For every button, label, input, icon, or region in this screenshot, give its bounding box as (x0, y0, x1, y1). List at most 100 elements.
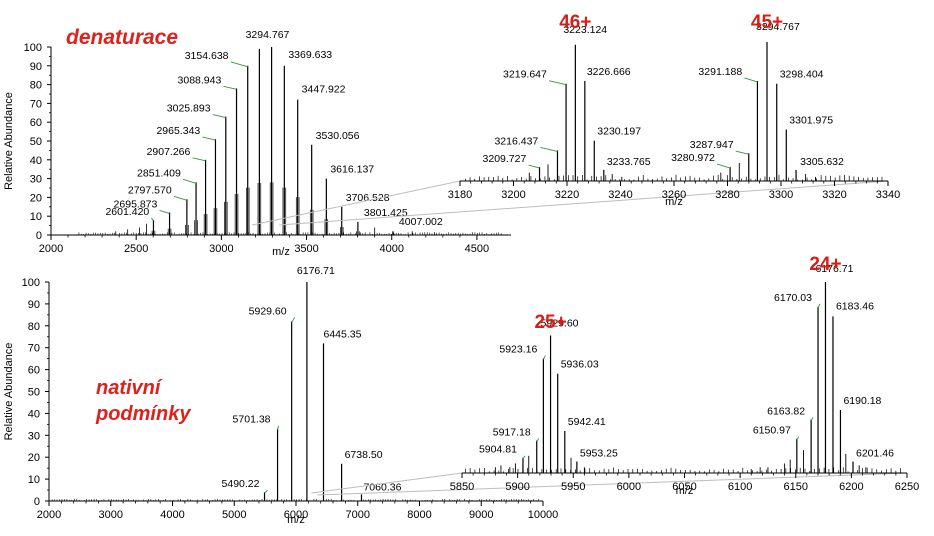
top-main-peak-leader (223, 85, 237, 90)
top-main-peak-leader (192, 157, 206, 162)
bottom-main-y-tick-label: 100 (22, 277, 40, 289)
bottom-title-line-1: nativní (96, 377, 163, 399)
bottom-main-x-tick-label: 3000 (99, 509, 123, 521)
top-main-y-axis-label: Relative Abundance (3, 92, 15, 190)
bottom-inset-peak-label: 5953.25 (580, 448, 618, 460)
bottom-main-y-tick-label: 60 (28, 365, 40, 377)
top-inset-x-tick-label: 3300 (769, 189, 793, 201)
top-inset-peaks: 3209.727 3216.437 3219.647 3223.124 3226.666… (483, 21, 844, 181)
bottom-inset-x-tick-label: 6150 (784, 481, 808, 493)
top-inset-x-tick-label: 3340 (876, 189, 900, 201)
bottom-inset-x-tick-label: 6200 (839, 481, 863, 493)
top-inset-x-tick-label: 3200 (501, 189, 525, 201)
bottom-main-y-tick-label: 30 (28, 430, 40, 442)
top-main-peak-label: 2907.266 (147, 146, 191, 158)
top-main-x-tick-label: 2000 (39, 243, 63, 255)
bottom-main-peak-label: 6176.71 (297, 265, 335, 277)
top-main-peak-label: 2851.409 (137, 167, 181, 179)
bottom-zoom-guide-right (317, 472, 908, 496)
top-inset-peak-label: 3301.975 (789, 115, 833, 127)
top-main-y-tick-label: 0 (36, 230, 42, 242)
top-main-peak-label: 3369.633 (288, 49, 332, 61)
bottom-inset-peak-label: 5929.60 (541, 317, 579, 329)
bottom-inset-x-tick-label: 5950 (561, 481, 585, 493)
bottom-inset-peaks: 5904.81 5917.18 5923.16 5929.60 5936.03 5942.… (479, 263, 894, 473)
bottom-main-y-tick-label: 50 (28, 387, 40, 399)
top-inset-peak-label: 3305.632 (800, 156, 844, 168)
bottom-title-line-2: podmínky (95, 403, 191, 425)
top-main-peak-label: 3294.767 (246, 29, 290, 41)
top-main-y-tick-label: 20 (30, 192, 42, 204)
top-main-peak-leader (182, 178, 197, 184)
bottom-main-x-tick-label: 5000 (222, 509, 246, 521)
top-inset-peak-label: 3226.666 (587, 66, 631, 78)
top-inset-peak-label: 3294.767 (756, 21, 800, 33)
bottom-inset-peak-label: 6201.46 (856, 448, 894, 460)
bottom-main-peak-leader (291, 317, 296, 323)
top-inset-peak-label: 3216.437 (494, 135, 538, 147)
top-main-y-tick-label: 70 (30, 98, 42, 110)
bottom-inset-peak-label: 6176.71 (815, 263, 853, 275)
top-inset-peak-label: 3223.124 (563, 24, 607, 36)
top-inset-peak-leader (528, 164, 540, 169)
bottom-inset-peak-label: 5923.16 (499, 343, 537, 355)
bottom-inset-axes: 5850 5900 5950 6000 6050 6100 6150 6200 6250 m/z (450, 472, 919, 497)
top-main-peak-label: 2797.570 (128, 184, 172, 196)
bottom-main-y-tick-label: 20 (28, 452, 40, 464)
bottom-inset-peak-label: 6163.82 (767, 406, 805, 418)
bottom-main-y-tick-label: 80 (28, 321, 40, 333)
bottom-inset-x-tick-label: 6050 (672, 481, 696, 493)
bottom-main-spectrum: 2000 3000 4000 5000 6000 7000 8000 9000 10000 m/z… (3, 265, 558, 526)
top-inset-x-tick-label: 3180 (448, 189, 472, 201)
top-inset-x-tick-label: 3220 (555, 189, 579, 201)
top-main-peak-label: 2695.873 (114, 198, 158, 210)
bottom-inset-peak-leader (817, 303, 821, 309)
top-inset-x-tick-label: 3240 (608, 189, 632, 201)
top-main-y-tick-label: 90 (30, 61, 42, 73)
top-main-y-tick-label: 30 (30, 174, 42, 186)
top-inset-peak-leader (540, 146, 558, 152)
top-main-peak-label: 3154.638 (185, 50, 229, 62)
top-main-y-tick-label: 60 (30, 117, 42, 129)
top-main-peak-label: 3616.137 (330, 164, 374, 176)
bottom-main-y-tick-label: 0 (34, 496, 40, 508)
top-main-peak-leader (212, 114, 226, 118)
bottom-main-baseline-noise (51, 498, 539, 501)
top-inset-peak-label: 3230.197 (597, 126, 641, 138)
top-inset-x-tick-label: 3280 (715, 189, 739, 201)
bottom-main-x-tick-label: 2000 (37, 509, 61, 521)
bottom-inset-x-tick-label: 6000 (617, 481, 641, 493)
bottom-main-peak-leader (277, 425, 279, 430)
top-main-peak-label: 3801.425 (364, 207, 408, 219)
top-inset-peak-label: 3287.947 (690, 139, 734, 151)
top-zoom-guide-right (279, 180, 889, 226)
top-main-y-tick-label: 40 (30, 155, 42, 167)
bottom-main-y-tick-label: 40 (28, 408, 40, 420)
bottom-inset-isotope-noise (464, 450, 902, 473)
bottom-inset-peak-label: 5904.81 (479, 444, 517, 456)
top-main-x-axis-label: m/z (272, 246, 290, 258)
top-main-peak-label: 3088.943 (178, 74, 222, 86)
bottom-inset-charge-state-label: 25+ (534, 312, 566, 333)
bottom-inset-x-tick-label: 5850 (450, 481, 474, 493)
top-main-y-tick-label: 10 (30, 211, 42, 223)
top-main-peak-leader (151, 217, 154, 222)
top-main-peak-label: 3530.056 (316, 130, 360, 142)
top-main-peak-label: 2965.343 (156, 125, 200, 137)
top-main-peak-label: 4007.002 (399, 216, 443, 228)
top-inset-x-tick-label: 3260 (662, 189, 686, 201)
top-main-x-tick-label: 4500 (465, 243, 489, 255)
bottom-main-y-axis-label: Relative Abundance (3, 343, 15, 441)
bottom-main-peak-label: 5929.60 (249, 305, 287, 317)
top-main-x-tick-label: 3500 (294, 243, 318, 255)
top-inset-peak-label: 3280.972 (671, 152, 715, 164)
top-main-peak-leader (230, 61, 248, 68)
top-inset-charge-state-label: 46+ (559, 12, 591, 33)
bottom-inset-peak-label: 5936.03 (561, 359, 599, 371)
top-main-peak-leader (202, 136, 216, 141)
top-main-y-tick-label: 50 (30, 136, 42, 148)
bottom-inset-x-tick-label: 6250 (895, 481, 919, 493)
top-main-x-tick-label: 3000 (209, 243, 233, 255)
bottom-main-x-tick-label: 8000 (407, 509, 431, 521)
